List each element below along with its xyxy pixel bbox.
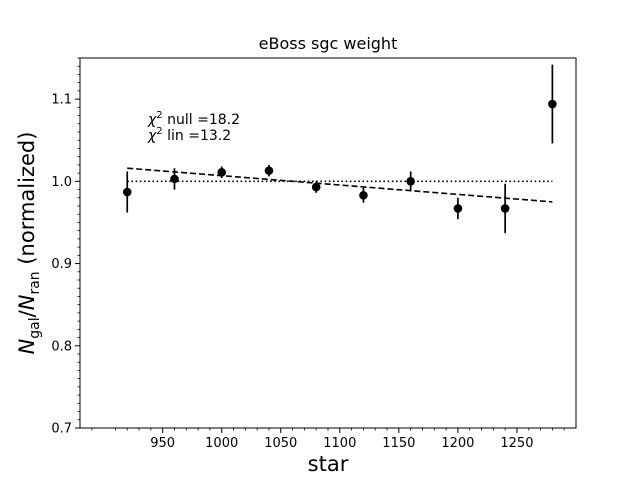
axes: 950 1000 1050 1100 1150 1200 1250 0.7 0.8 0.9 1.0 1… — [51, 57, 565, 451]
data-point — [359, 191, 368, 200]
data-point — [170, 174, 179, 184]
x-tick-label: 950 — [150, 436, 175, 451]
x-tick-label: 1150 — [382, 436, 415, 451]
chi-superscript: 2 — [156, 110, 162, 121]
chi2-null-annotation: χ2 null =18.2 — [147, 110, 240, 128]
chi-superscript: 2 — [156, 126, 162, 137]
data-point — [311, 182, 321, 192]
chi2-null-value: null =18.2 — [163, 112, 240, 128]
y-axis-title-n1: N — [15, 338, 39, 354]
y-tick-label: 1.1 — [51, 93, 72, 108]
data-point — [406, 177, 415, 186]
chi-symbol: χ — [147, 128, 157, 144]
x-tick-label: 1000 — [205, 436, 238, 451]
data-point — [548, 99, 557, 109]
data-point — [500, 204, 510, 213]
y-axis-title: Ngal/Nran (normalized) — [15, 132, 43, 355]
chi2-lin-value: lin =13.2 — [163, 128, 231, 144]
x-axis-title: star — [308, 452, 349, 476]
data-point — [264, 166, 274, 175]
data-point — [122, 187, 132, 197]
chart-title: eBoss sgc weight — [259, 34, 398, 53]
x-tick-label: 1100 — [323, 436, 356, 451]
y-axis-title-slash: / — [15, 309, 39, 317]
y-axis-title-suffix: (normalized) — [15, 132, 39, 272]
y-tick-label: 0.7 — [51, 422, 72, 437]
plot-area — [122, 64, 557, 234]
x-tick-label: 1050 — [264, 436, 297, 451]
x-tick-label: 1250 — [500, 436, 533, 451]
y-tick-label: 0.9 — [51, 257, 72, 272]
chi-symbol: χ — [147, 112, 157, 128]
chi2-lin-annotation: χ2 lin =13.2 — [147, 126, 231, 144]
data-point — [453, 204, 463, 213]
y-axis-title-sub-gal: gal — [27, 317, 43, 338]
y-axis-title-sub-ran: ran — [27, 271, 43, 294]
y-tick-label: 0.8 — [51, 339, 72, 354]
y-axis-title-n2: N — [15, 294, 39, 310]
y-tick-label: 1.0 — [51, 175, 72, 190]
data-point — [217, 167, 227, 177]
x-tick-label: 1200 — [441, 436, 474, 451]
linear-fit-line — [127, 167, 553, 203]
